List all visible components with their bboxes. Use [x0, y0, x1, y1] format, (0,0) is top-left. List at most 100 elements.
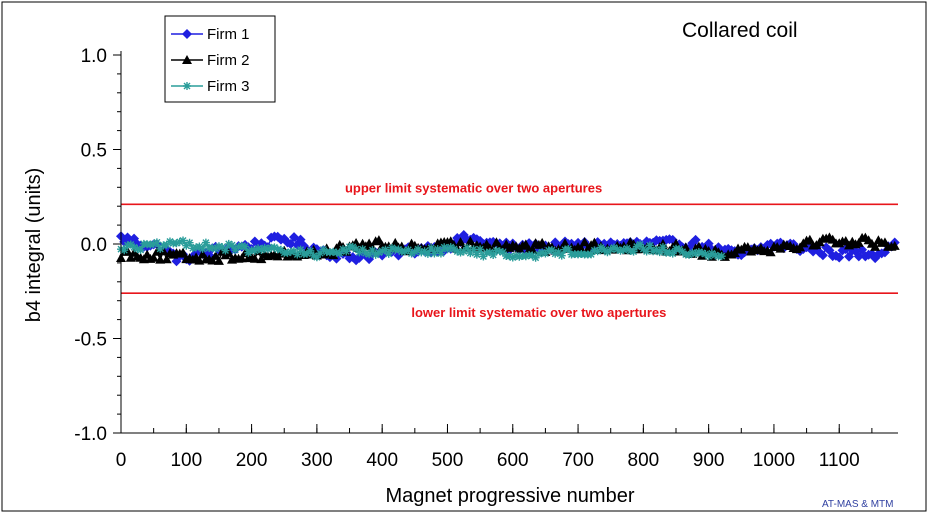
data-point-asterisk [384, 249, 393, 258]
data-point-asterisk [214, 242, 223, 251]
data-point-asterisk [707, 249, 716, 258]
data-point-asterisk [547, 246, 556, 255]
data-point-asterisk [270, 243, 279, 252]
data-point-asterisk [593, 247, 602, 256]
data-point-asterisk [401, 247, 410, 256]
data-point-asterisk [440, 243, 449, 252]
data-point-asterisk [698, 248, 707, 257]
data-point-asterisk [365, 250, 374, 259]
data-point-triangle [589, 237, 600, 247]
data-point-asterisk [436, 249, 445, 258]
data-point-triangle [527, 244, 538, 254]
data-point-asterisk [655, 248, 664, 257]
data-point-asterisk [443, 245, 452, 254]
data-point-asterisk [417, 248, 426, 257]
data-point-asterisk [224, 239, 233, 248]
data-point-asterisk [316, 249, 325, 258]
x-tick-label: 300 [301, 450, 333, 471]
data-point-asterisk [188, 244, 197, 253]
data-point-asterisk [551, 249, 560, 258]
credit-text: AT-MAS & MTM [822, 499, 893, 510]
data-point-asterisk [218, 243, 227, 252]
legend-label: Firm 1 [207, 26, 250, 43]
data-point-diamond [817, 250, 828, 261]
data-point-asterisk [701, 250, 710, 259]
data-point-asterisk [312, 253, 321, 262]
data-point-asterisk [263, 245, 272, 254]
data-point-asterisk [394, 245, 403, 254]
data-point-triangle [537, 237, 548, 247]
data-point-triangle [223, 247, 234, 257]
data-point-asterisk [508, 253, 517, 262]
data-point-asterisk [649, 247, 658, 256]
data-point-asterisk [283, 248, 292, 257]
data-point-asterisk [296, 245, 305, 254]
data-point-diamond [814, 247, 825, 258]
data-point-asterisk [414, 245, 423, 254]
x-tick-label: 400 [366, 450, 398, 471]
x-tick-label: 200 [236, 450, 268, 471]
data-point-asterisk [498, 248, 507, 257]
data-point-asterisk [541, 249, 550, 258]
data-point-asterisk [231, 246, 240, 255]
x-tick-label: 1000 [753, 450, 795, 471]
data-point-asterisk [606, 245, 615, 254]
data-point-asterisk [286, 247, 295, 256]
data-point-asterisk [237, 241, 246, 250]
data-point-triangle [148, 252, 159, 262]
data-point-asterisk [485, 248, 494, 257]
data-point-asterisk [453, 247, 462, 256]
data-point-asterisk [309, 251, 318, 260]
y-tick-label: 0.5 [81, 141, 107, 162]
data-point-asterisk [691, 249, 700, 258]
data-point-asterisk [456, 248, 465, 257]
data-point-asterisk [613, 245, 622, 254]
data-point-asterisk [492, 246, 501, 255]
data-point-asterisk [335, 249, 344, 258]
data-point-triangle [579, 237, 590, 247]
data-point-asterisk [557, 251, 566, 260]
series-firm-3 [117, 236, 726, 262]
data-point-triangle [207, 255, 218, 265]
data-point-asterisk [152, 238, 161, 247]
data-point-asterisk [123, 241, 132, 250]
y-tick-label: 1.0 [81, 46, 107, 67]
data-point-asterisk [609, 243, 618, 252]
data-point-triangle [870, 241, 881, 251]
data-point-triangle [465, 236, 476, 246]
data-point-asterisk [515, 252, 524, 261]
data-point-asterisk [505, 252, 514, 261]
data-point-asterisk [293, 250, 302, 259]
y-tick-label: -1.0 [74, 424, 107, 445]
legend-item: Firm 1 [171, 26, 250, 43]
chart-title: Collared coil [682, 19, 798, 42]
data-point-asterisk [221, 246, 230, 255]
data-point-asterisk [685, 250, 694, 259]
data-point-asterisk [208, 243, 217, 252]
data-point-triangle [155, 254, 166, 264]
data-point-triangle [853, 237, 864, 247]
data-point-diamond [285, 238, 296, 249]
data-point-asterisk [172, 239, 181, 248]
data-point-asterisk [192, 243, 201, 252]
data-point-triangle [236, 253, 247, 263]
data-point-asterisk [156, 244, 165, 253]
data-point-asterisk [374, 248, 383, 257]
x-tick-label: 700 [562, 450, 594, 471]
data-point-asterisk [658, 243, 667, 252]
data-point-asterisk [352, 245, 361, 254]
data-point-asterisk [603, 248, 612, 257]
data-point-asterisk [636, 240, 645, 249]
data-point-asterisk [521, 252, 530, 261]
data-point-asterisk [704, 252, 713, 261]
data-point-asterisk [179, 236, 188, 245]
data-point-asterisk [175, 237, 184, 246]
data-point-asterisk [404, 245, 413, 254]
data-point-triangle [729, 247, 740, 257]
data-point-asterisk [645, 241, 654, 250]
data-point-asterisk [130, 243, 139, 252]
data-point-asterisk [276, 245, 285, 254]
data-point-asterisk [554, 248, 563, 257]
data-point-asterisk [241, 242, 250, 251]
